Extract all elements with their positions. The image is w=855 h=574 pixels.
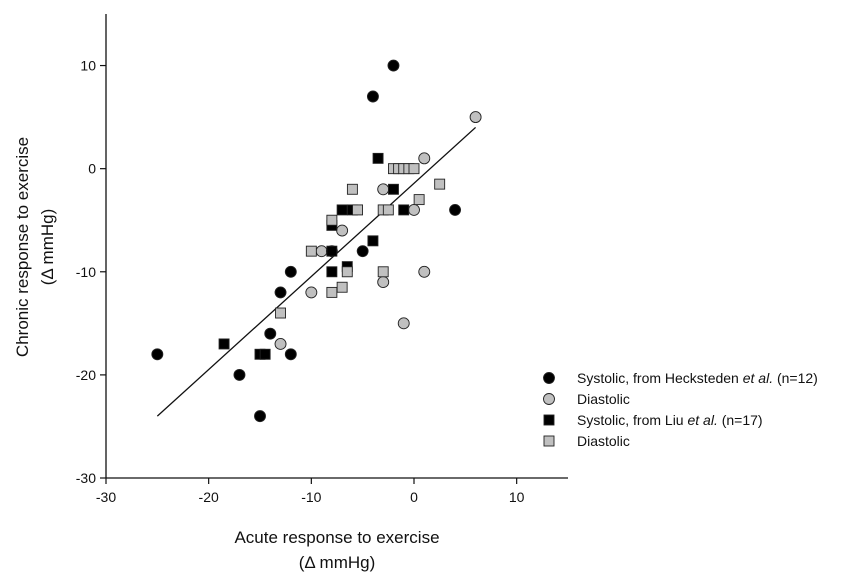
data-point-circle	[366, 90, 379, 103]
data-point-circle	[305, 286, 318, 299]
data-point-square	[388, 183, 399, 195]
data-point-square	[413, 194, 425, 206]
data-point-circle	[356, 245, 369, 258]
data-point-square	[408, 163, 420, 175]
x-axis-unit: (Δ mmHg)	[299, 553, 376, 572]
data-point-circle	[418, 152, 431, 165]
data-point-square	[398, 204, 410, 216]
series-3	[275, 163, 446, 319]
data-point-circle	[469, 111, 482, 124]
data-point-square	[382, 204, 394, 216]
y-tick-label: 0	[88, 161, 96, 177]
data-point-circle	[397, 317, 410, 330]
x-axis-title: Acute response to exercise	[234, 528, 439, 547]
data-point-square	[326, 214, 338, 226]
legend-label: Diastolic	[577, 433, 630, 449]
legend-label: Systolic, from Hecksteden et al. (n=12)	[577, 370, 818, 386]
x-tick-label: 10	[509, 489, 525, 505]
data-point-square	[336, 204, 348, 216]
x-tick-label: -20	[199, 489, 219, 505]
legend-label: Systolic, from Liu et al. (n=17)	[577, 412, 763, 428]
x-tick-label: -10	[301, 489, 321, 505]
data-point-square	[305, 245, 317, 257]
y-tick-label: -20	[76, 367, 96, 383]
legend-marker	[543, 435, 555, 447]
axes	[105, 14, 568, 479]
y-tick-label: 10	[80, 58, 96, 74]
data-point-circle	[284, 265, 297, 278]
data-point-circle	[233, 368, 246, 381]
data-point-square	[352, 204, 363, 216]
series-0	[151, 59, 462, 423]
data-point-square	[326, 286, 338, 298]
data-point-square	[275, 307, 286, 319]
y-axis-title-group: Chronic response to exercise	[13, 137, 32, 357]
data-point-circle	[274, 286, 287, 299]
data-point-circle	[377, 183, 390, 196]
y-axis-title: Chronic response to exercise	[13, 137, 32, 357]
y-tick-label: -30	[76, 470, 96, 486]
legend-marker	[543, 393, 555, 405]
data-point-square	[434, 178, 446, 190]
data-point-circle	[418, 265, 431, 278]
x-tick-label: -30	[96, 489, 116, 505]
y-axis-unit: (Δ mmHg)	[38, 209, 57, 286]
data-point-circle	[284, 348, 297, 361]
data-point-circle	[315, 245, 328, 258]
data-point-circle	[449, 203, 462, 216]
data-point-square	[372, 152, 384, 164]
data-point-circle	[377, 276, 390, 289]
data-point-square	[367, 235, 379, 247]
data-point-square	[341, 266, 353, 278]
y-tick-label: -10	[76, 264, 96, 280]
data-point-square	[259, 348, 271, 360]
data-point-circle	[408, 203, 420, 216]
data-point-circle	[387, 59, 400, 72]
data-point-square	[218, 338, 230, 350]
legend-marker	[543, 414, 555, 426]
data-point-square	[346, 183, 358, 195]
legend-label: Diastolic	[577, 391, 630, 407]
data-point-square	[326, 266, 338, 278]
data-points	[151, 59, 482, 423]
legend: Systolic, from Hecksteden et al. (n=12) D…	[543, 370, 818, 449]
data-point-square	[377, 266, 389, 278]
x-tick-label: 0	[410, 489, 418, 505]
data-point-circle	[254, 410, 266, 423]
regression-line	[156, 126, 477, 417]
data-point-square	[326, 245, 338, 257]
legend-marker	[543, 372, 555, 384]
data-point-circle	[264, 327, 277, 340]
series-1	[274, 111, 482, 350]
data-point-circle	[336, 224, 349, 237]
data-point-circle	[151, 348, 164, 361]
y-axis-unit-group: (Δ mmHg)	[38, 209, 57, 286]
data-point-square	[336, 281, 348, 293]
tick-group: -30 -20 -10 0 10 -30 -20 -10 0 10	[76, 58, 525, 505]
data-point-circle	[274, 338, 287, 350]
